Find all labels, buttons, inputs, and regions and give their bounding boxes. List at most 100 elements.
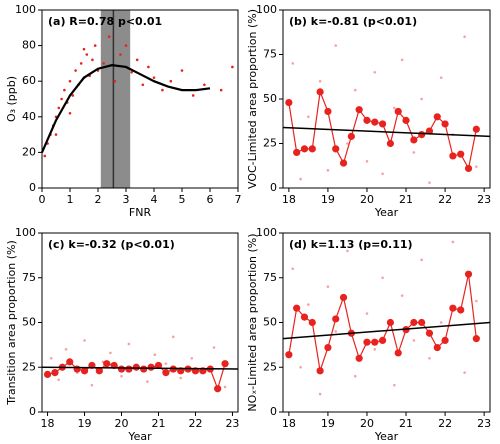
panel-label: (a) R=0.78 p<0.01 xyxy=(48,15,162,28)
series-point xyxy=(147,363,155,371)
cloud-point xyxy=(334,44,338,47)
series-point xyxy=(433,343,441,352)
x-tick-label: 19 xyxy=(78,417,92,430)
series-point xyxy=(464,164,473,173)
cloud-point xyxy=(428,357,431,360)
x-tick-label: 20 xyxy=(360,417,374,430)
panel-label: (c) k=-0.32 (p<0.01) xyxy=(48,238,175,251)
x-tick-label: 19 xyxy=(321,193,335,206)
cloud-point xyxy=(161,88,164,92)
series-point xyxy=(418,318,426,327)
x-tick-label: 22 xyxy=(188,417,202,430)
x-tick-label: 21 xyxy=(399,417,413,430)
y-tick-label: 50 xyxy=(22,316,36,329)
cloud-point xyxy=(381,172,384,176)
plot-frame xyxy=(41,9,239,189)
cloud-point xyxy=(57,106,61,110)
cloud-point xyxy=(107,35,111,38)
series-point xyxy=(95,367,103,375)
cloud-point xyxy=(180,69,184,72)
y-axis-label: Transition area proportion (%) xyxy=(5,240,18,406)
y-axis-label: VOC-Limited area proportion (%) xyxy=(246,9,259,189)
y-tick-label: 100 xyxy=(256,3,277,16)
cloud-point xyxy=(299,177,302,181)
series-point xyxy=(457,306,465,314)
y-tick-label: 80 xyxy=(22,39,36,52)
cloud-point xyxy=(68,111,72,115)
series-point xyxy=(394,107,402,116)
cloud-point xyxy=(346,142,349,145)
cloud-point xyxy=(82,47,86,51)
cloud-point xyxy=(54,133,58,136)
cloud-point xyxy=(451,240,455,244)
cloud-point xyxy=(412,151,416,154)
y-tick-label: 100 xyxy=(15,226,36,239)
series-point xyxy=(316,88,324,96)
cloud-point xyxy=(428,181,431,184)
cloud-point xyxy=(171,335,175,339)
cloud-point xyxy=(373,348,377,351)
cloud-point xyxy=(203,83,206,87)
cloud-point xyxy=(393,383,396,387)
x-axis-label: FNR xyxy=(129,206,152,219)
cloud-point xyxy=(326,168,330,172)
x-tick-label: 20 xyxy=(115,417,129,430)
series-point xyxy=(394,349,402,357)
series-point xyxy=(410,318,418,327)
plot-frame xyxy=(41,232,239,413)
series-point xyxy=(339,159,348,167)
cloud-point xyxy=(102,62,105,65)
cloud-point xyxy=(291,267,295,271)
series-point xyxy=(125,365,133,373)
x-tick-label: 18 xyxy=(282,417,296,430)
y-tick-label: 100 xyxy=(15,3,36,16)
cloud-point xyxy=(74,69,77,72)
y-axis-label: O₃ (ppb) xyxy=(5,76,18,122)
series-point xyxy=(293,304,301,312)
cloud-point xyxy=(463,371,466,374)
series-point xyxy=(472,335,480,343)
cloud-point xyxy=(135,58,139,62)
series-point xyxy=(418,131,426,139)
y-tick-label: 20 xyxy=(22,145,36,158)
cloud-point xyxy=(60,97,63,101)
series-point xyxy=(378,336,387,344)
cloud-point xyxy=(439,321,443,324)
y-tick-label: 25 xyxy=(263,360,277,373)
y-tick-label: 25 xyxy=(22,360,36,373)
cloud-point xyxy=(231,65,234,69)
cloud-point xyxy=(120,374,123,378)
cloud-point xyxy=(334,330,338,333)
series-point xyxy=(332,145,340,153)
cloud-point xyxy=(318,79,322,83)
series-point xyxy=(464,270,473,278)
panel: 0 1 2 3 4 5 6 7 0 20 40 60 80 100 FNR O₃ (ppb) (a) R=0.7… xyxy=(5,3,242,219)
x-tick-label: 19 xyxy=(321,417,335,430)
x-tick-label: 1 xyxy=(67,193,74,206)
y-tick-label: 0 xyxy=(270,181,277,194)
cloud-point xyxy=(109,351,112,355)
series-point xyxy=(51,369,59,377)
y-tick-label: 40 xyxy=(22,110,36,123)
series-point xyxy=(162,369,170,377)
cloud-point xyxy=(124,44,128,47)
cloud-point xyxy=(90,383,94,387)
series-point xyxy=(425,127,434,135)
series-point xyxy=(441,120,449,128)
cloud-point xyxy=(439,76,443,79)
y-tick-label: 25 xyxy=(263,137,277,150)
cloud-point xyxy=(400,58,404,62)
cloud-point xyxy=(353,88,357,92)
series-line xyxy=(288,274,477,372)
cloud-point xyxy=(420,97,423,101)
cloud-point xyxy=(219,88,223,92)
x-axis-label: Year xyxy=(374,206,399,219)
series-line xyxy=(288,89,477,171)
y-tick-label: 60 xyxy=(22,74,36,87)
series-point xyxy=(300,313,309,321)
panel: 18 19 20 21 22 23 0 25 50 75 100 Year NOₓ-Limited ar… xyxy=(246,226,491,443)
cloud-point xyxy=(353,374,357,378)
series-point xyxy=(472,125,480,133)
cloud-point xyxy=(412,339,416,342)
